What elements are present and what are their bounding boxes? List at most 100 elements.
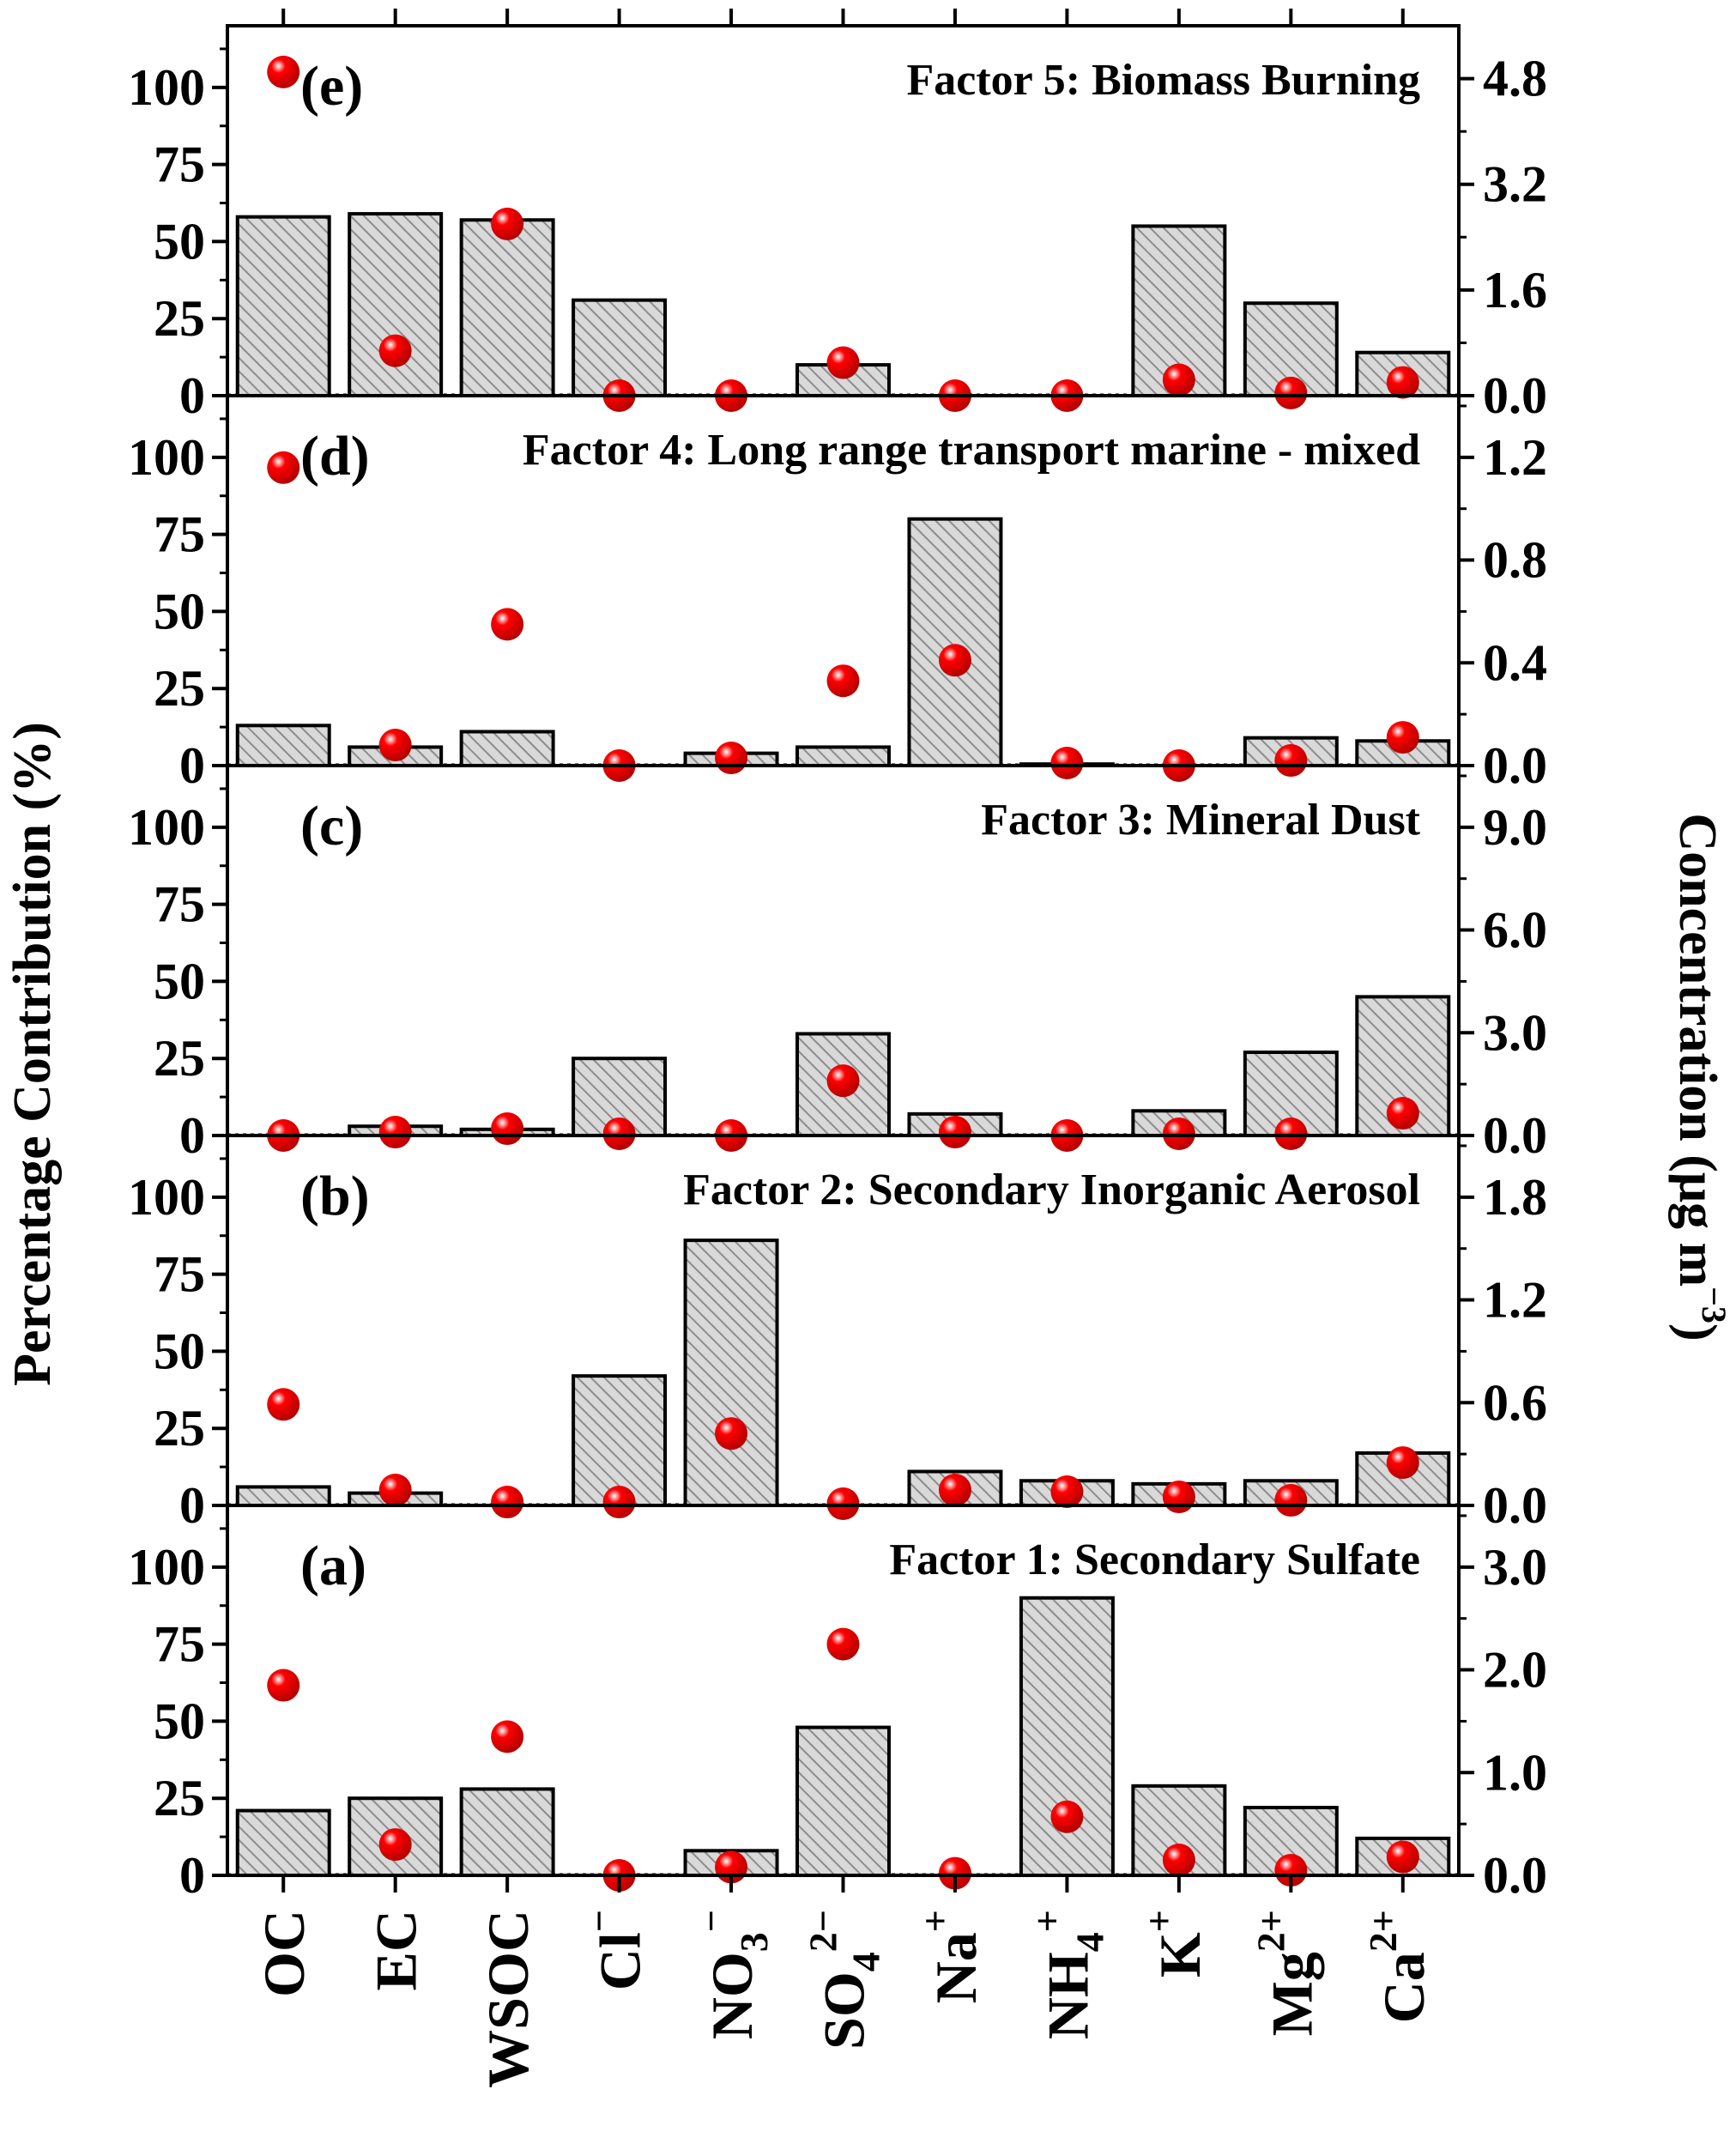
x-tick-label: Na+ (913, 1910, 989, 2003)
marker-3-6 (938, 1474, 971, 1507)
panel-label: (e) (300, 55, 363, 118)
marker-0-9 (1274, 376, 1308, 409)
x-tick-base: EC (364, 1910, 429, 1990)
right-axis-label-close: ) (1668, 1323, 1727, 1341)
panel-title: Factor 1: Secondary Sulfate (889, 1535, 1420, 1584)
left-tick-label: 25 (154, 1770, 205, 1826)
marker-4-5 (826, 1627, 860, 1661)
bar-1-0 (235, 724, 331, 768)
right-tick-label: 2.0 (1483, 1642, 1547, 1699)
right-tick-label: 0.6 (1483, 1374, 1547, 1431)
x-tick-sub: 3 (732, 1932, 776, 1952)
left-tick-label: 75 (154, 136, 205, 193)
x-tick-base: K (1147, 1932, 1213, 1977)
right-tick-label: 9.0 (1483, 799, 1547, 856)
left-tick-label: 50 (154, 1693, 205, 1749)
left-tick-label: 75 (154, 1246, 205, 1303)
marker-4-8 (1162, 1844, 1195, 1877)
x-tick-sup: + (913, 1910, 957, 1932)
left-tick-label: 50 (154, 583, 205, 639)
left-tick-label: 25 (154, 1400, 205, 1457)
marker-2-1 (378, 1116, 412, 1149)
right-tick-label: 4.8 (1483, 51, 1547, 107)
panel-c: 0 25 50 75 100 0.0 3.0 6.0 9.0 (c) Factor 3: Miner… (128, 764, 1547, 1164)
marker-3-10 (1386, 1446, 1419, 1480)
marker-0-10 (1386, 366, 1419, 399)
x-tick-base: Na (923, 1932, 989, 2003)
bar-4-0 (235, 1808, 331, 1877)
right-tick-label: 3.0 (1483, 1004, 1547, 1061)
x-tick-base: OC (251, 1910, 317, 1997)
x-tick-base: NH (1035, 1952, 1100, 2039)
bar-4-7 (1019, 1596, 1115, 1877)
marker-1-7 (1050, 747, 1084, 780)
marker-4-6 (938, 1856, 971, 1890)
bar-1-6 (907, 517, 1003, 768)
panel-label: (d) (300, 425, 370, 488)
panel-a: 0 25 50 75 100 0.0 1.0 2.0 3.0 (a) Factor 1: Secon… (128, 1504, 1547, 1904)
right-tick-label: 1.0 (1483, 1744, 1547, 1801)
left-tick-label: 75 (154, 876, 205, 933)
marker-4-10 (1386, 1840, 1419, 1874)
left-tick-label: 75 (154, 506, 205, 563)
marker-4-9 (1274, 1854, 1308, 1887)
x-tick-label: SO42− (801, 1910, 888, 2050)
marker-3-4 (715, 1417, 748, 1450)
panel-e: 0 25 50 75 100 0.0 1.6 3.2 4.8 (e) Factor 5: Bioma… (128, 24, 1547, 424)
x-tick-base: SO (812, 1971, 877, 2050)
bar-1-5 (795, 745, 891, 768)
bar-3-0 (235, 1485, 331, 1507)
panel-title: Factor 4: Long range transport marine - … (523, 426, 1420, 475)
x-tick-label: K+ (1137, 1910, 1213, 1977)
right-tick-label: 0.0 (1483, 737, 1547, 794)
x-tick-sup: − (578, 1910, 621, 1932)
right-tick-label: 1.2 (1483, 429, 1547, 486)
x-tick-label: EC (364, 1910, 429, 1990)
x-tick-label: Mg2+ (1249, 1910, 1324, 2036)
marker-3-0 (267, 1388, 300, 1421)
marker-2-10 (1386, 1097, 1419, 1130)
left-tick-label: 0 (179, 367, 205, 424)
marker-0-1 (378, 334, 412, 367)
x-tick-base: Cl (588, 1932, 653, 1990)
right-tick-label: 6.0 (1483, 902, 1547, 959)
marker-3-8 (1162, 1481, 1195, 1514)
x-tick-sup: + (1025, 1910, 1068, 1932)
x-tick-base: WSOC (475, 1910, 541, 2088)
left-tick-label: 50 (154, 953, 205, 1009)
left-tick-label: 0 (179, 1847, 205, 1904)
right-tick-label: 1.8 (1483, 1169, 1547, 1226)
marker-3-7 (1050, 1475, 1084, 1509)
marker-4-0 (267, 1669, 300, 1702)
x-tick-base: Ca (1371, 1952, 1437, 2023)
right-tick-label: 3.0 (1483, 1539, 1547, 1596)
marker-1-5 (826, 664, 860, 698)
x-tick-sup: + (1137, 1910, 1181, 1932)
panel-b: 0 25 50 75 100 0.0 0.6 1.2 1.8 (b) Factor 2: Secon… (128, 1134, 1547, 1534)
right-axis-label-main: Concentration (μg m (1668, 813, 1727, 1287)
left-tick-label: 25 (154, 290, 205, 347)
marker-4-1 (378, 1828, 412, 1862)
panel-label: (a) (300, 1535, 366, 1597)
marker-0-5 (826, 346, 860, 379)
panel-d: 0 25 50 75 100 0.0 0.4 0.8 1.2 (d) Factor 4: Long … (128, 394, 1547, 794)
right-tick-label: 0.0 (1483, 1477, 1547, 1534)
x-tick-base: Mg (1259, 1952, 1324, 2036)
left-tick-label: 100 (128, 1169, 205, 1226)
right-tick-label: 0.4 (1483, 634, 1547, 691)
right-tick-label: 1.2 (1483, 1272, 1547, 1329)
left-tick-label: 50 (154, 1323, 205, 1379)
marker-2-2 (491, 1112, 524, 1146)
left-tick-label: 100 (128, 59, 205, 116)
marker-3-1 (378, 1474, 412, 1507)
panel-label: (c) (300, 795, 363, 857)
x-tick-label: OC (251, 1910, 317, 1997)
left-tick-label: 0 (179, 737, 205, 794)
right-tick-label: 0.0 (1483, 367, 1547, 424)
x-tick-sup: 2− (801, 1910, 845, 1952)
marker-1-6 (938, 644, 971, 677)
panel-label: (b) (300, 1165, 370, 1227)
marker-4-7 (1050, 1800, 1084, 1833)
x-tick-sub: 4 (1068, 1932, 1111, 1952)
